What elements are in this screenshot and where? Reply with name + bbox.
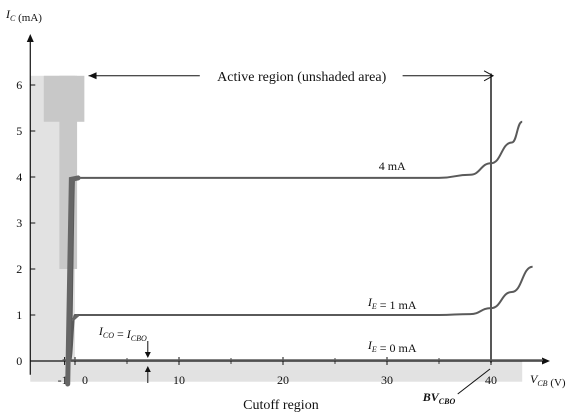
x-axis-label-part-main: V — [530, 372, 539, 386]
ico-arrowhead-down — [144, 352, 151, 358]
saturation-top-shading — [43, 75, 85, 122]
curve-label-ie-0ma-part-main: I — [367, 338, 373, 352]
curve-label-ie-0ma: IE = 0 mA — [367, 338, 417, 355]
cutoff-region-shading — [54, 361, 523, 382]
x-tick-label: -1 — [58, 373, 68, 387]
curve-label-ie-0ma-part-sub: E — [371, 345, 377, 354]
curve-label-ie-0ma-rest: = 0 mA — [377, 341, 417, 355]
curve-label-ie-1ma-part-main: I — [367, 295, 373, 309]
y-tick-label: 3 — [16, 216, 22, 230]
bvcbo-part-sub: CBO — [439, 397, 456, 406]
ico-arrowhead-up — [144, 366, 151, 372]
x-tick-label: 30 — [381, 373, 393, 387]
y-axis-arrowhead — [26, 34, 34, 42]
cutoff-region-label: Cutoff region — [243, 398, 319, 413]
y-axis-label: IC (mA) — [5, 7, 42, 24]
y-axis-label-unit: (mA) — [15, 12, 42, 24]
active-region-arrowhead-left — [88, 72, 97, 80]
bvcbo-label: BVCBO — [422, 390, 456, 406]
active-region-arrowhead-right — [483, 70, 495, 82]
curves — [62, 120, 543, 387]
y-tick-label: 5 — [16, 124, 22, 138]
ico-part-main: I — [98, 324, 104, 338]
x-axis-label-part-sub: CB — [537, 379, 547, 388]
curve-label-4ma: 4 mA — [379, 159, 406, 173]
x-tick-label: 0 — [82, 373, 88, 387]
ico-part-sub: CO — [103, 331, 114, 340]
active-region-label-text: Active region (unshaded area) — [217, 70, 386, 85]
x-tick-label: 40 — [485, 373, 497, 387]
y-axis-label-part-sub: C — [10, 14, 16, 23]
y-tick-label: 1 — [16, 308, 22, 322]
x-tick-label: 10 — [173, 373, 185, 387]
active-region-label: Active region (unshaded area) — [217, 70, 386, 85]
axes: 0 1 2 3 4 5 6 -1 0 10 20 30 40 — [16, 34, 550, 387]
x-axis-label: VCB (V) — [530, 372, 566, 389]
x-axis-arrowhead — [542, 357, 550, 365]
ico-icbo-label: ICO = ICBO — [98, 324, 147, 343]
bvcbo-leader-line — [457, 368, 491, 395]
saturation-knee-1ma — [71, 313, 80, 321]
curve-label-ie-1ma-part-sub: E — [371, 302, 377, 311]
saturation-edge-4ma — [65, 175, 81, 387]
x-tick-label: 20 — [277, 373, 289, 387]
bvcbo-part-main: BV — [422, 390, 440, 404]
y-tick-label: 2 — [16, 262, 22, 276]
curve-ie-1ma — [68, 265, 533, 362]
y-axis-label-part-main: I — [5, 7, 11, 21]
cutoff-region-label-text: Cutoff region — [243, 398, 319, 413]
icbo-part-sub: CBO — [131, 334, 147, 343]
y-tick-label: 0 — [16, 354, 22, 368]
curve-label-4ma-text: 4 mA — [379, 159, 406, 173]
icbo-part-main: I — [126, 327, 132, 341]
x-axis-label-unit: (V) — [548, 377, 566, 389]
curve-4ma — [68, 120, 523, 362]
y-tick-label: 4 — [16, 170, 22, 184]
curve-label-ie-1ma-rest: = 1 mA — [377, 298, 417, 312]
y-tick-label: 6 — [16, 78, 22, 92]
ico-eq: = — [114, 327, 127, 341]
curve-label-ie-1ma: IE = 1 mA — [367, 295, 417, 312]
